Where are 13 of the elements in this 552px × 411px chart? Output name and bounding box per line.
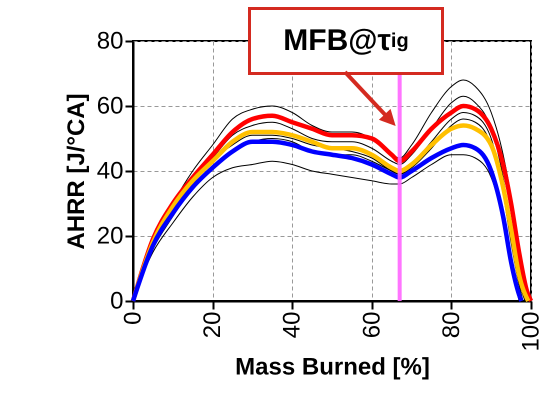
y-tick-label: 20 <box>96 222 124 250</box>
y-tick-label: 80 <box>96 28 124 54</box>
x-axis-title: Mass Burned [%] <box>235 354 430 381</box>
y-tick-label: 0 <box>110 288 124 314</box>
y-tick-label: 60 <box>96 92 124 120</box>
x-tick-label: 20 <box>199 312 226 338</box>
y-tick-label: 40 <box>96 158 124 184</box>
x-tick-label: 40 <box>278 312 306 338</box>
x-tick-label: 60 <box>358 312 386 338</box>
x-tick-label: 80 <box>438 312 465 338</box>
x-tick-label: 100 <box>518 312 544 352</box>
y-axis-title: AHRR [J/°CA] <box>62 93 90 250</box>
x-tick-label: 0 <box>120 312 146 325</box>
